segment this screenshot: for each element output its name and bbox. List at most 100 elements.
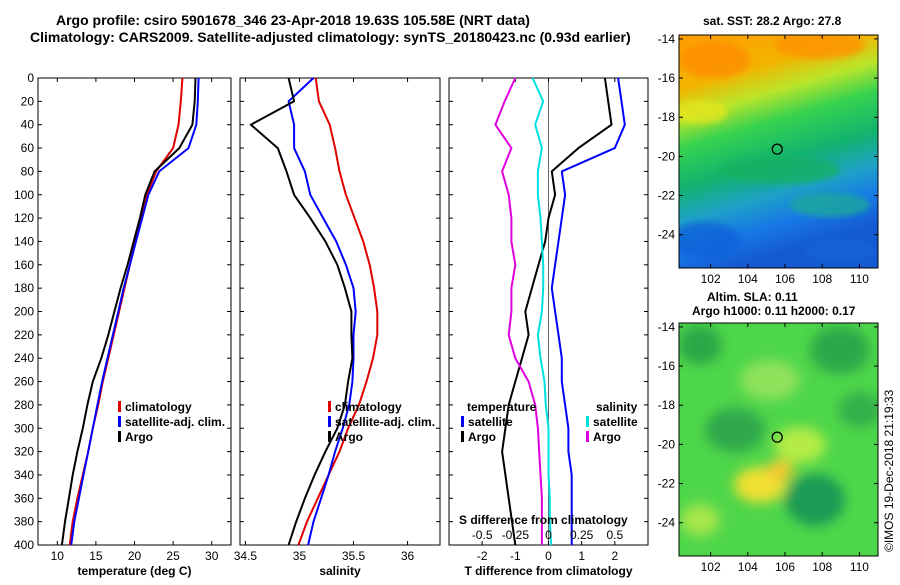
y-tick-label: 240 (14, 351, 34, 365)
map-x-tick-label: 108 (812, 560, 832, 574)
y-tick-label: 160 (14, 258, 34, 272)
x-tick-label: 30 (205, 549, 219, 563)
y-tick-label: 100 (14, 188, 34, 202)
legend-label-t-satellite: satellite (468, 415, 513, 429)
plot-frame (239, 77, 441, 546)
x-tick-label: -1 (510, 549, 521, 563)
y-tick-label: 20 (21, 94, 35, 108)
sla-map-title: Altim. SLA: 0.11 (707, 290, 798, 304)
map-y-tick-label: -22 (658, 189, 676, 203)
legend-label-climatology: climatology (125, 400, 192, 414)
y-tick-label: 380 (14, 515, 34, 529)
series-line-s-argo (494, 77, 543, 545)
y-tick-label: 180 (14, 281, 34, 295)
map-y-tick-label: -18 (658, 110, 676, 124)
legend-swatch-argo (118, 431, 121, 442)
y-tick-label: 220 (14, 328, 34, 342)
legend-label-s-satellite: satellite (593, 415, 638, 429)
x-tick-label: 2 (611, 549, 618, 563)
map-x-tick-label: 104 (738, 560, 758, 574)
series-line-t-argo (501, 77, 613, 546)
legend-label-argo: Argo (335, 430, 363, 444)
x-tick-label: 36 (401, 549, 415, 563)
map-y-tick-label: -24 (658, 516, 676, 530)
argo-location-marker (771, 143, 783, 155)
y-tick-label: 280 (14, 398, 34, 412)
temperature-panel: 0 20 40 60 80 100 120 140 160 180 200 220 240 260 280 3… (14, 71, 232, 578)
y-tick-label: 320 (14, 445, 34, 459)
legend-swatch-s-satellite (586, 416, 589, 427)
map-x-tick-label: 106 (775, 272, 795, 286)
x-axis-label: temperature (deg C) (77, 564, 191, 578)
legend-swatch-satellite (118, 416, 121, 427)
map-y-tick-label: -14 (658, 32, 676, 46)
secondary-x-tick-label: -0.5 (472, 528, 493, 542)
sst-warm-patch (680, 42, 750, 78)
legend-label-s-argo: Argo (593, 430, 621, 444)
plot-frame (37, 77, 232, 546)
y-tick-label: 260 (14, 375, 34, 389)
sst-blue-patch (805, 238, 875, 262)
sla-light-patch (774, 427, 826, 463)
map-x-tick-label: 110 (850, 272, 869, 286)
map-frame (678, 34, 879, 269)
series-line-climatology (297, 77, 379, 546)
legend-label-satellite-adj: satellite-adj. clim. (125, 415, 225, 429)
x-tick-label: 15 (89, 549, 103, 563)
map-x-tick-label: 110 (850, 560, 869, 574)
y-tick-label: 0 (27, 71, 34, 85)
difference-legend: temperature salinity satellite Argo sate… (461, 400, 638, 444)
map-x-tick-label: 102 (701, 272, 721, 286)
y-tick-label: 400 (14, 538, 34, 552)
sla-map-axes: 102 104 106 108 110 -14 -16 -18 -20 -22 -24 (658, 320, 879, 574)
salinity-panel: 34.5 35 35.5 36 salinity (234, 77, 441, 578)
secondary-x-tick-label: 0 (545, 528, 552, 542)
x-tick-label: 34.5 (234, 549, 258, 563)
y-tick-label: 340 (14, 468, 34, 482)
title-line-2: Climatology: CARS2009. Satellite-adjuste… (30, 29, 631, 45)
secondary-axis-label: S difference from climatology (459, 513, 628, 527)
sst-map (679, 35, 878, 268)
legend-label-satellite-adj: satellite-adj. clim. (335, 415, 435, 429)
legend-swatch-climatology (118, 401, 121, 412)
credit-text: ©IMOS 19-Dec-2018 21:19:33 (882, 389, 896, 552)
series-line-argo (60, 77, 197, 546)
y-tick-label: 300 (14, 421, 34, 435)
series-line-satellite-adj-clim- (287, 77, 357, 546)
legend-swatch-t-argo (461, 431, 464, 442)
secondary-axis-ticks: -0.5 -0.25 0 0.25 0.5 (472, 528, 624, 542)
legend-label-climatology: climatology (335, 400, 402, 414)
x-tick-label: -2 (477, 549, 488, 563)
y-tick-label: 60 (21, 141, 35, 155)
sst-cyan-patch (790, 193, 870, 217)
map-y-tick-label: -18 (658, 398, 676, 412)
legend-title-temperature: temperature (467, 400, 537, 414)
x-axis-label: T difference from climatology (464, 564, 632, 578)
map-x-tick-label: 102 (701, 560, 721, 574)
sst-blue-patch (679, 222, 740, 258)
secondary-x-tick-label: 0.5 (606, 528, 623, 542)
y-tick-label: 40 (21, 118, 35, 132)
sst-map-axes: 102 104 106 108 110 -14 -16 -18 -20 -22 -24 (658, 32, 879, 286)
map-y-tick-label: -14 (658, 320, 676, 334)
legend-swatch-s-argo (586, 431, 589, 442)
x-tick-label: 0 (545, 549, 552, 563)
y-tick-label: 120 (14, 211, 34, 225)
map-x-tick-label: 104 (738, 272, 758, 286)
map-frame (678, 322, 879, 557)
map-y-tick-label: -16 (658, 359, 676, 373)
x-tick-label: 25 (166, 549, 180, 563)
map-x-tick-label: 108 (812, 272, 832, 286)
argo-location-marker (771, 431, 783, 443)
legend-swatch-t-satellite (461, 416, 464, 427)
sla-map (679, 323, 878, 556)
sla-dark-patch (838, 392, 878, 428)
map-y-tick-label: -24 (658, 228, 676, 242)
secondary-x-tick-label: 0.25 (570, 528, 594, 542)
map-y-tick-label: -20 (658, 149, 676, 163)
secondary-x-tick-label: -0.25 (502, 528, 530, 542)
x-tick-label: 35 (293, 549, 307, 563)
x-tick-label: 20 (128, 549, 142, 563)
map-y-tick-label: -22 (658, 477, 676, 491)
